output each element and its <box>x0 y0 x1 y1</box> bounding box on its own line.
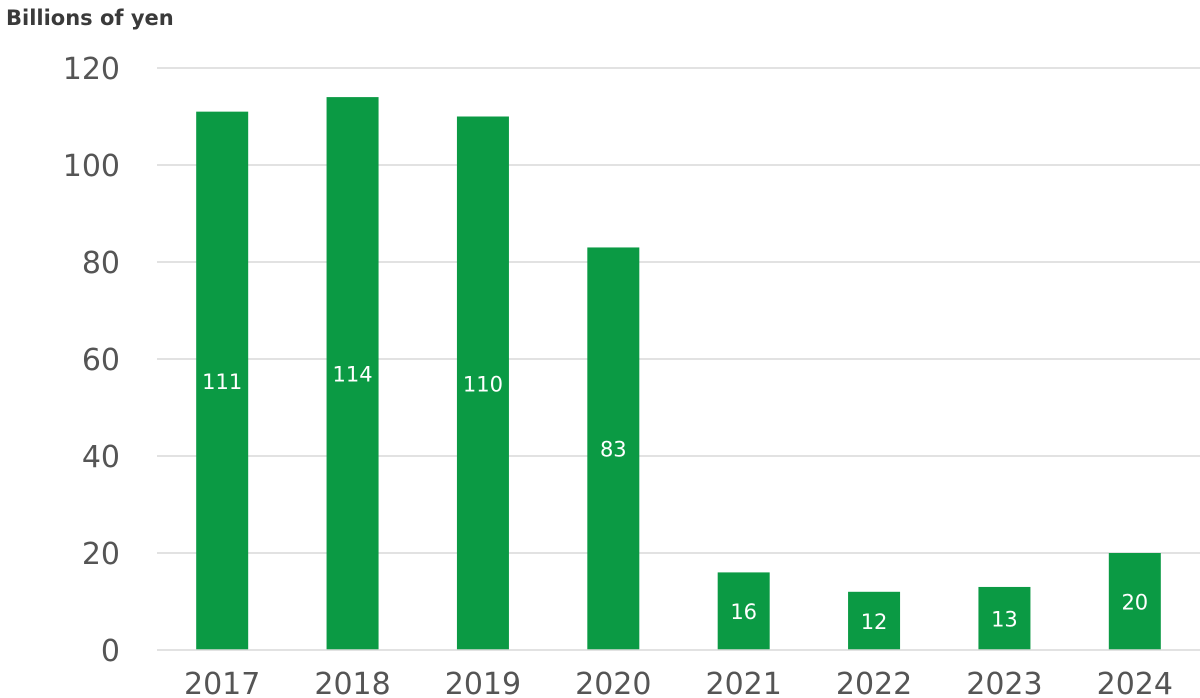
y-tick-label: 80 <box>82 246 120 281</box>
bar <box>978 586 1031 650</box>
y-tick-label: 20 <box>82 537 120 572</box>
x-tick-label: 2023 <box>966 667 1042 698</box>
x-tick-labels: 2017 2018 2019 2020 2021 2022 2023 2024 <box>184 667 1173 698</box>
x-tick-label: 2018 <box>314 667 390 698</box>
data-label: 16 <box>730 600 757 624</box>
x-tick-label: 2019 <box>445 667 521 698</box>
bar <box>587 247 640 650</box>
data-label: 20 <box>1121 591 1148 615</box>
bars <box>196 97 1161 651</box>
y-tick-label: 0 <box>101 634 120 669</box>
x-tick-label: 2024 <box>1097 667 1173 698</box>
y-tick-label: 120 <box>63 52 120 87</box>
y-tick-labels: 0 20 40 60 80 100 120 <box>63 52 120 669</box>
bar <box>196 111 249 650</box>
bar <box>1108 553 1161 650</box>
data-labels: 111 114 110 83 16 12 13 20 <box>202 363 1148 634</box>
data-label: 13 <box>991 607 1018 631</box>
bar <box>717 572 770 650</box>
gridlines <box>157 67 1200 554</box>
bar <box>848 591 901 650</box>
y-tick-label: 60 <box>82 343 120 378</box>
bar <box>456 116 509 650</box>
bar <box>326 97 379 651</box>
data-label: 110 <box>463 372 503 396</box>
y-axis-label: Billions of yen <box>6 6 174 30</box>
data-label: 83 <box>600 438 627 462</box>
x-tick-label: 2021 <box>706 667 782 698</box>
x-tick-label: 2017 <box>184 667 260 698</box>
y-tick-label: 100 <box>63 149 120 184</box>
x-tick-label: 2022 <box>836 667 912 698</box>
x-tick-label: 2020 <box>575 667 651 698</box>
data-label: 111 <box>202 370 242 394</box>
data-label: 114 <box>333 363 373 387</box>
y-tick-label: 40 <box>82 440 120 475</box>
data-label: 12 <box>861 610 888 634</box>
